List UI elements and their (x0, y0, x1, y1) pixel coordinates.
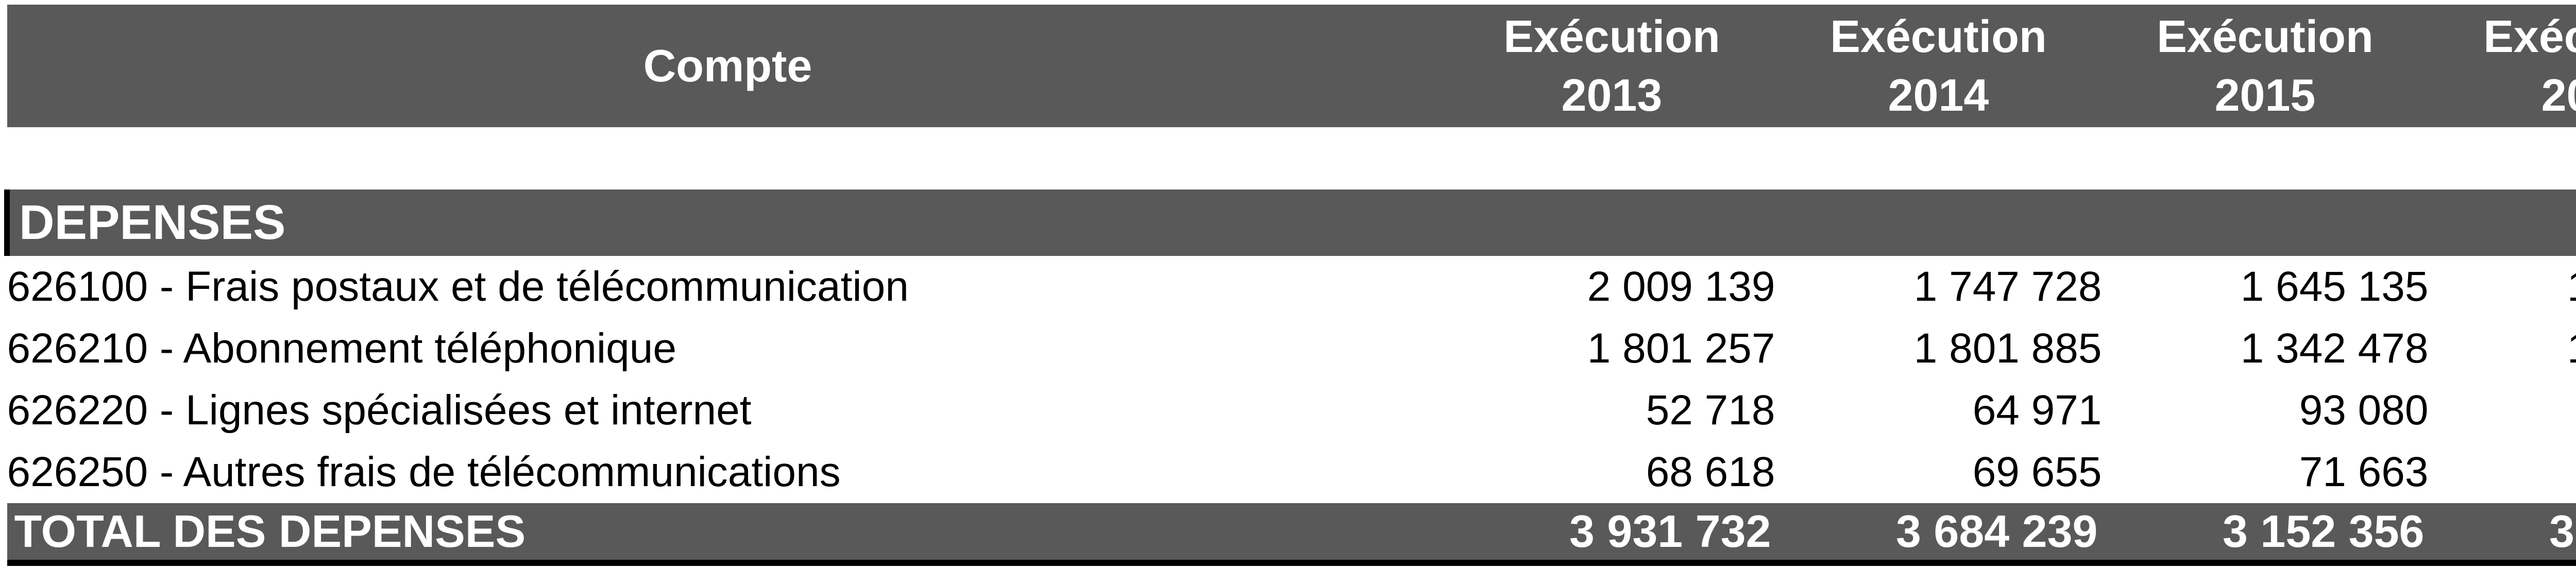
table-row-626250: 626250 - Autres frais de télécommunicati… (7, 441, 2576, 503)
spacer-cell (7, 127, 2576, 190)
value-2014: 64 971 (1775, 380, 2102, 441)
value-2015: 71 663 (2102, 441, 2429, 503)
total-value-2014: 3 684 239 (1775, 503, 2102, 566)
total-label: TOTAL DES DEPENSES (7, 503, 1449, 566)
section-title: DEPENSES (4, 190, 2576, 256)
value-2014: 69 655 (1775, 441, 2102, 503)
column-header-execution-2015: Exécution 2015 (2102, 5, 2429, 127)
table-row-626210: 626210 - Abonnement téléphonique 1 801 2… (7, 318, 2576, 380)
column-header-execution-2014: Exécution 2014 (1775, 5, 2102, 127)
value-2013: 1 801 257 (1448, 318, 1775, 380)
total-value-2013: 3 931 732 (1448, 503, 1775, 566)
section-row-depenses: DEPENSES (4, 190, 2576, 256)
account-label: 626100 - Frais postaux et de télécommuni… (7, 256, 1449, 318)
header-year-label: 2013 (1561, 70, 1663, 121)
table-row-626220: 626220 - Lignes spécialisées et internet… (7, 380, 2576, 441)
value-2015: 1 342 478 (2102, 318, 2429, 380)
header-execution-label: Exécution (1503, 10, 1720, 62)
spacer-row (7, 127, 2576, 190)
header-year-label: 2016 (2541, 70, 2576, 121)
account-label: 626210 - Abonnement téléphonique (7, 318, 1449, 380)
value-2016: 68 701 (2428, 441, 2576, 503)
table-row-626100: 626100 - Frais postaux et de télécommuni… (7, 256, 2576, 318)
column-header-execution-2016: Exécution 2016 (2428, 5, 2576, 127)
column-header-execution-2013: Exécution 2013 (1448, 5, 1775, 127)
value-2014: 1 801 885 (1775, 318, 2102, 380)
account-label: 626250 - Autres frais de télécommunicati… (7, 441, 1449, 503)
table-header-row: Compte Exécution 2013 Exécution 2014 Exé… (7, 5, 2576, 127)
total-value-2016: 3 428 669 (2428, 503, 2576, 566)
value-2015: 93 080 (2102, 380, 2429, 441)
total-value-2015: 3 152 356 (2102, 503, 2429, 566)
header-execution-label: Exécution (2483, 10, 2576, 62)
value-2015: 1 645 135 (2102, 256, 2429, 318)
account-label: 626220 - Lignes spécialisées et internet (7, 380, 1449, 441)
value-2013: 68 618 (1448, 441, 1775, 503)
value-2013: 2 009 139 (1448, 256, 1775, 318)
value-2013: 52 718 (1448, 380, 1775, 441)
header-execution-label: Exécution (2157, 10, 2374, 62)
value-2016: 1 499 801 (2428, 318, 2576, 380)
header-year-label: 2015 (2214, 70, 2316, 121)
header-year-label: 2014 (1888, 70, 1989, 121)
header-execution-label: Exécution (1830, 10, 2047, 62)
value-2016: 1 772 634 (2428, 256, 2576, 318)
value-2014: 1 747 728 (1775, 256, 2102, 318)
value-2016: 87 533 (2428, 380, 2576, 441)
budget-table: Compte Exécution 2013 Exécution 2014 Exé… (4, 5, 2576, 566)
total-row: TOTAL DES DEPENSES 3 931 732 3 684 239 3… (7, 503, 2576, 566)
column-header-compte: Compte (7, 5, 1449, 127)
